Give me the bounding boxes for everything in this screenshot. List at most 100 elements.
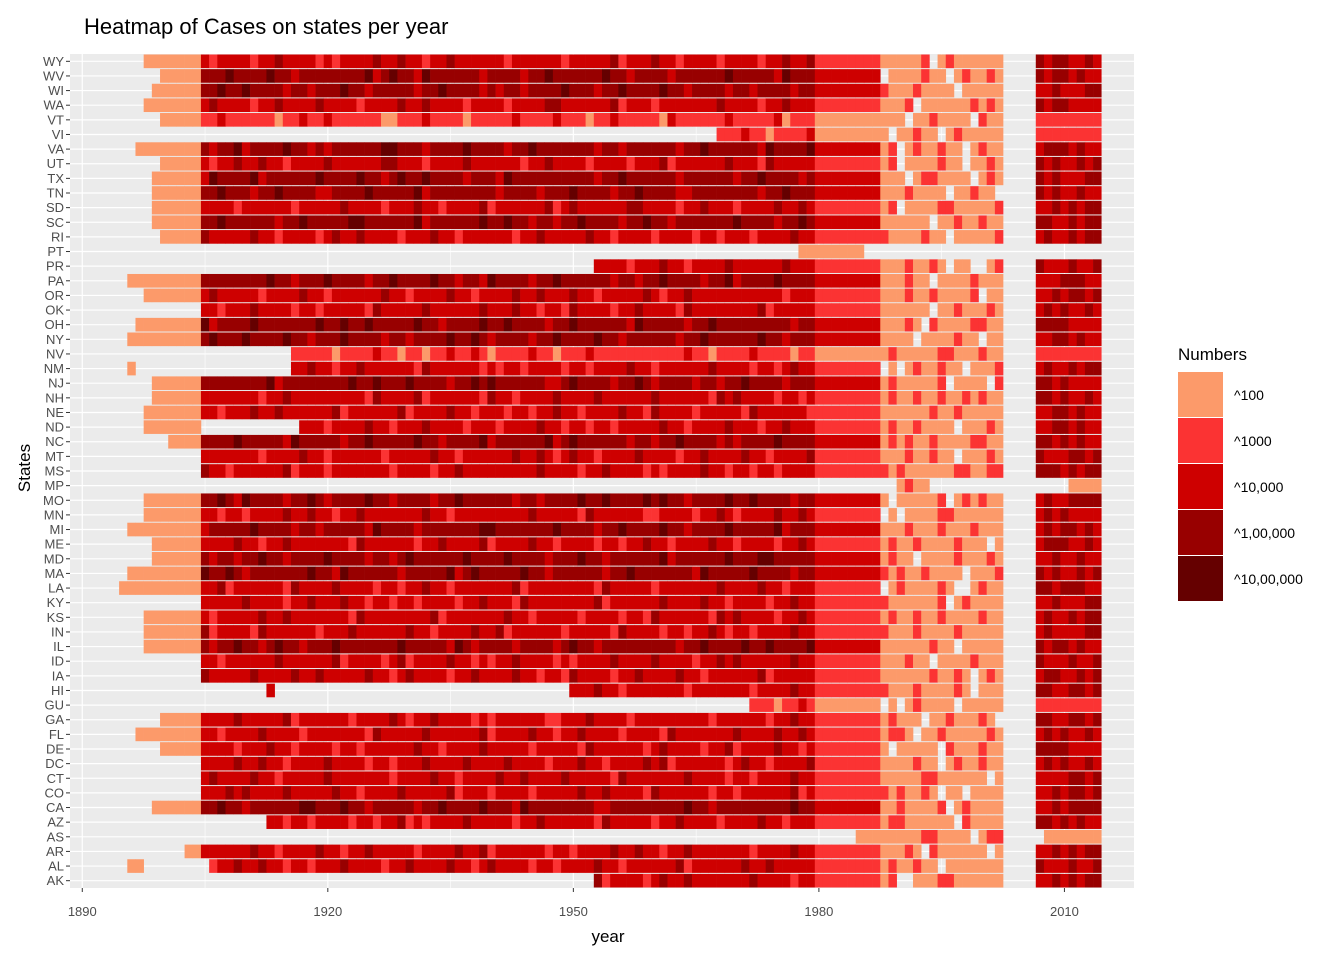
heatmap-cell bbox=[258, 595, 267, 610]
heatmap-cell bbox=[970, 156, 979, 171]
heatmap-cell bbox=[929, 639, 938, 654]
heatmap-cell bbox=[446, 434, 455, 449]
heatmap-cell bbox=[364, 551, 374, 566]
heatmap-cell bbox=[863, 420, 873, 434]
heatmap-cell bbox=[962, 844, 971, 859]
heatmap-cell bbox=[511, 288, 521, 303]
heatmap-cell bbox=[700, 303, 709, 317]
heatmap-cell bbox=[700, 815, 709, 829]
heatmap-cell bbox=[626, 347, 636, 361]
heatmap-cell bbox=[503, 200, 513, 215]
heatmap-cell bbox=[970, 727, 979, 742]
heatmap-cell bbox=[831, 610, 840, 625]
heatmap-cell bbox=[806, 800, 816, 815]
heatmap-cell bbox=[127, 566, 136, 581]
heatmap-cell bbox=[749, 215, 758, 230]
heatmap-cell bbox=[863, 522, 873, 537]
heatmap-cell bbox=[225, 171, 234, 186]
heatmap-cell bbox=[994, 332, 1004, 347]
heatmap-cell bbox=[1084, 859, 1094, 873]
heatmap-cell bbox=[692, 873, 701, 888]
heatmap-cell bbox=[577, 581, 586, 595]
heatmap-cell bbox=[446, 595, 455, 610]
heatmap-cell bbox=[585, 434, 595, 449]
heatmap-cell bbox=[962, 186, 971, 200]
heatmap-cell bbox=[782, 230, 791, 244]
heatmap-cell bbox=[863, 698, 873, 712]
heatmap-cell bbox=[454, 786, 464, 800]
heatmap-cell bbox=[184, 332, 194, 347]
heatmap-cell bbox=[479, 156, 488, 171]
heatmap-cell bbox=[282, 186, 292, 200]
heatmap-cell bbox=[258, 273, 267, 288]
heatmap-cell bbox=[978, 537, 987, 551]
heatmap-cell bbox=[1043, 361, 1053, 376]
heatmap-cell bbox=[667, 566, 676, 581]
heatmap-cell bbox=[143, 625, 153, 639]
heatmap-cell bbox=[397, 742, 406, 756]
heatmap-cell bbox=[421, 566, 431, 581]
heatmap-cell bbox=[651, 493, 660, 508]
heatmap-cell bbox=[381, 654, 390, 669]
heatmap-cell bbox=[716, 610, 726, 625]
heatmap-cell bbox=[921, 683, 930, 698]
heatmap-cell bbox=[741, 800, 750, 815]
heatmap-cell bbox=[749, 742, 758, 756]
heatmap-cell bbox=[405, 508, 415, 522]
heatmap-cell bbox=[659, 508, 668, 522]
heatmap-cell bbox=[356, 376, 365, 391]
heatmap-cell bbox=[430, 420, 439, 434]
heatmap-cell bbox=[438, 669, 447, 683]
heatmap-cell bbox=[503, 273, 513, 288]
heatmap-cell bbox=[536, 595, 546, 610]
heatmap-cell bbox=[618, 595, 627, 610]
heatmap-cell bbox=[348, 420, 357, 434]
heatmap-cell bbox=[1076, 449, 1086, 464]
heatmap-cell bbox=[569, 493, 578, 508]
heatmap-cell bbox=[692, 844, 701, 859]
heatmap-cell bbox=[184, 215, 194, 230]
heatmap-cell bbox=[732, 537, 742, 551]
heatmap-cell bbox=[618, 669, 627, 683]
heatmap-cell bbox=[331, 859, 341, 873]
heatmap-cell bbox=[381, 551, 390, 566]
heatmap-cell bbox=[520, 771, 529, 786]
heatmap-cell bbox=[994, 156, 1004, 171]
heatmap-cell bbox=[765, 361, 775, 376]
heatmap-cell bbox=[626, 376, 636, 391]
heatmap-cell bbox=[880, 317, 889, 332]
heatmap-cell bbox=[192, 317, 202, 332]
heatmap-cell bbox=[994, 317, 1004, 332]
heatmap-cell bbox=[913, 464, 922, 478]
heatmap-cell bbox=[667, 786, 676, 800]
heatmap-cell bbox=[1093, 259, 1102, 273]
heatmap-cell bbox=[471, 712, 480, 727]
heatmap-cell bbox=[274, 566, 284, 581]
heatmap-cell bbox=[1060, 625, 1069, 639]
heatmap-cell bbox=[716, 654, 726, 669]
heatmap-cell bbox=[225, 376, 234, 391]
heatmap-cell bbox=[913, 625, 922, 639]
heatmap-cell bbox=[503, 712, 513, 727]
heatmap-cell bbox=[340, 639, 349, 654]
heatmap-cell bbox=[814, 537, 824, 551]
heatmap-cell bbox=[340, 376, 349, 391]
heatmap-cell bbox=[847, 493, 857, 508]
heatmap-cell bbox=[872, 420, 881, 434]
heatmap-cell bbox=[945, 200, 955, 215]
heatmap-cell bbox=[511, 566, 521, 581]
heatmap-cell bbox=[258, 434, 267, 449]
heatmap-cell bbox=[962, 742, 971, 756]
heatmap-cell bbox=[872, 683, 881, 698]
heatmap-cell bbox=[782, 712, 791, 727]
heatmap-cell bbox=[241, 200, 251, 215]
heatmap-cell bbox=[413, 288, 423, 303]
heatmap-cell bbox=[757, 273, 766, 288]
heatmap-cell bbox=[855, 698, 865, 712]
heatmap-cell bbox=[855, 405, 865, 420]
heatmap-cell bbox=[814, 639, 824, 654]
heatmap-cell bbox=[790, 800, 799, 815]
heatmap-cell bbox=[151, 800, 161, 815]
heatmap-cell bbox=[732, 508, 742, 522]
heatmap-cell bbox=[176, 420, 185, 434]
